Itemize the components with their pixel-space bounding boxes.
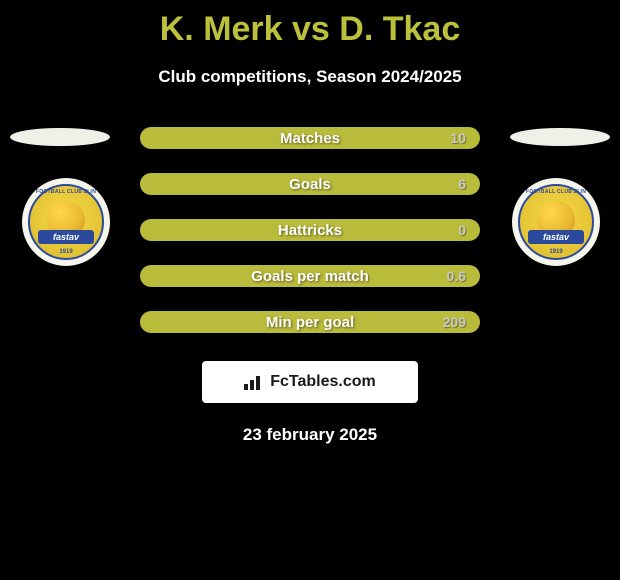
club-badge-left: FOOTBALL CLUB ZLIN fastav 1919 xyxy=(22,178,110,266)
page-title: K. Merk vs D. Tkac xyxy=(0,0,620,49)
club-badge-right: FOOTBALL CLUB ZLIN fastav 1919 xyxy=(512,178,600,266)
stat-row-hattricks: Hattricks 0 xyxy=(140,219,480,241)
stat-right-value: 209 xyxy=(430,314,466,330)
subtitle: Club competitions, Season 2024/2025 xyxy=(0,67,620,87)
player-right-photo-placeholder xyxy=(510,128,610,146)
club-badge-left-inner: FOOTBALL CLUB ZLIN fastav 1919 xyxy=(28,184,104,260)
stat-row-min-per-goal: Min per goal 209 xyxy=(140,311,480,333)
stat-right-value: 0 xyxy=(430,222,466,238)
badge-top-text: FOOTBALL CLUB ZLIN xyxy=(526,189,586,195)
badge-ribbon: fastav xyxy=(38,230,94,244)
stat-label: Min per goal xyxy=(266,314,354,331)
fctables-label: FcTables.com xyxy=(270,373,376,391)
stat-right-value: 0.6 xyxy=(430,268,466,284)
stat-right-value: 10 xyxy=(430,130,466,146)
stat-row-matches: Matches 10 xyxy=(140,127,480,149)
stat-label: Matches xyxy=(280,130,340,147)
bar-chart-icon xyxy=(244,374,264,390)
stat-label: Hattricks xyxy=(278,222,342,239)
fctables-link[interactable]: FcTables.com xyxy=(202,361,418,403)
stat-row-goals-per-match: Goals per match 0.6 xyxy=(140,265,480,287)
stat-right-value: 6 xyxy=(430,176,466,192)
badge-year: 1919 xyxy=(549,249,562,255)
stat-row-goals: Goals 6 xyxy=(140,173,480,195)
stat-label: Goals per match xyxy=(251,268,369,285)
club-badge-right-inner: FOOTBALL CLUB ZLIN fastav 1919 xyxy=(518,184,594,260)
player-left-photo-placeholder xyxy=(10,128,110,146)
date-label: 23 february 2025 xyxy=(0,425,620,445)
badge-ribbon: fastav xyxy=(528,230,584,244)
stat-label: Goals xyxy=(289,176,331,193)
badge-year: 1919 xyxy=(59,249,72,255)
badge-top-text: FOOTBALL CLUB ZLIN xyxy=(36,189,96,195)
